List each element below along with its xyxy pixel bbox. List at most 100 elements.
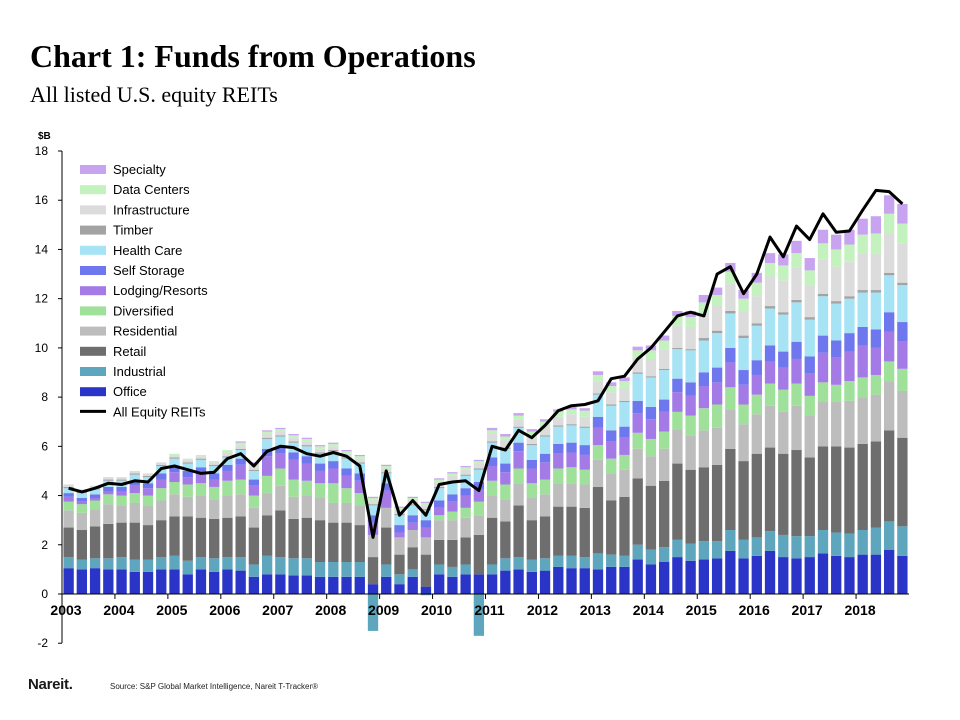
bar-segment-health-care bbox=[513, 427, 524, 443]
bar-segment-lodging-resorts bbox=[63, 496, 74, 502]
bar-segment-health-care bbox=[619, 402, 630, 427]
bar-segment-residential bbox=[341, 502, 352, 523]
bar-segment-data-centers bbox=[473, 461, 485, 464]
bar-segment-industrial bbox=[579, 557, 590, 569]
bar-segment-lodging-resorts bbox=[261, 456, 273, 476]
legend-swatch bbox=[80, 225, 106, 235]
bar-segment-residential bbox=[553, 483, 564, 507]
bar-segment-diversified bbox=[592, 445, 604, 460]
bar-segment-data-centers bbox=[288, 435, 299, 438]
bar-segment-specialty bbox=[447, 472, 458, 474]
bar-segment-office bbox=[738, 558, 749, 594]
bar-segment-office bbox=[500, 570, 511, 594]
bar-segment-specialty bbox=[261, 430, 273, 432]
bar-segment-diversified bbox=[711, 404, 723, 428]
bar-segment-self-storage bbox=[116, 486, 127, 492]
legend-swatch bbox=[80, 205, 106, 215]
bar-segment-industrial bbox=[764, 531, 776, 551]
bar-segment-residential bbox=[897, 390, 908, 438]
bar-segment-self-storage bbox=[275, 446, 286, 454]
bar-segment-lodging-resorts bbox=[473, 489, 485, 502]
bar-segment-diversified bbox=[103, 494, 114, 505]
bar-segment-health-care bbox=[645, 377, 657, 407]
bar-segment-health-care bbox=[500, 448, 511, 464]
bar-segment-residential bbox=[659, 448, 670, 481]
bar-segment-specialty bbox=[314, 445, 326, 447]
bar-segment-data-centers bbox=[817, 243, 829, 260]
legend-label: Retail bbox=[113, 344, 146, 359]
legend-swatch bbox=[80, 346, 106, 356]
bar-segment-residential bbox=[764, 405, 776, 448]
bar-segment-timber bbox=[738, 335, 749, 339]
bar-segment-retail bbox=[711, 464, 723, 542]
bar-segment-diversified bbox=[791, 383, 802, 406]
bar-segment-diversified bbox=[698, 408, 710, 431]
bar-segment-infrastructure bbox=[367, 500, 379, 505]
bar-segment-data-centers bbox=[566, 409, 577, 415]
bar-segment-health-care bbox=[804, 319, 815, 357]
bar-segment-diversified bbox=[817, 382, 829, 403]
bar-segment-self-storage bbox=[314, 463, 326, 471]
bar-segment-diversified bbox=[500, 484, 511, 500]
legend-label: Specialty bbox=[113, 162, 166, 177]
bar-segment-retail bbox=[63, 527, 74, 558]
bar-segment-self-storage bbox=[632, 400, 643, 414]
bar-segment-retail bbox=[685, 469, 696, 544]
bar-segment-health-care bbox=[301, 446, 312, 457]
bar-segment-timber bbox=[156, 464, 167, 467]
bar-segment-health-care bbox=[870, 292, 882, 330]
bar-segment-office bbox=[314, 576, 326, 594]
bar-segment-residential bbox=[606, 473, 617, 501]
bar-segment-infrastructure bbox=[870, 253, 882, 291]
bar-segment-data-centers bbox=[751, 282, 762, 297]
bar-segment-residential bbox=[367, 534, 379, 558]
bar-segment-health-care bbox=[539, 436, 551, 454]
bar-segment-retail bbox=[235, 516, 246, 558]
bar-segment-diversified bbox=[539, 479, 551, 495]
bar-segment-self-storage bbox=[129, 480, 140, 486]
bar-segment-diversified bbox=[883, 361, 895, 382]
bar-segment-retail bbox=[209, 518, 220, 559]
bar-segment-lodging-resorts bbox=[169, 472, 180, 483]
y-tick-label: 16 bbox=[35, 193, 49, 207]
bar-segment-specialty bbox=[619, 377, 630, 382]
bar-segment-diversified bbox=[619, 454, 630, 470]
bar-segment-infrastructure bbox=[791, 267, 802, 300]
bar-segment-timber bbox=[103, 479, 114, 481]
bar-segment-lodging-resorts bbox=[275, 453, 286, 469]
bar-segment-office bbox=[248, 576, 260, 594]
bar-segment-data-centers bbox=[857, 234, 868, 254]
bar-segment-industrial bbox=[407, 569, 418, 577]
bar-segment-timber bbox=[129, 473, 140, 475]
bar-segment-industrial bbox=[685, 543, 696, 561]
bar-segment-health-care bbox=[209, 466, 220, 474]
bar-segment-self-storage bbox=[804, 356, 815, 374]
bar-segment-self-storage bbox=[844, 333, 855, 352]
bar-segment-data-centers bbox=[791, 253, 802, 268]
bar-segment-office bbox=[804, 557, 815, 594]
bar-segment-specialty bbox=[632, 346, 643, 351]
bar-segment-health-care bbox=[817, 296, 829, 336]
bar-segment-diversified bbox=[129, 493, 140, 503]
bar-segment-timber bbox=[460, 474, 471, 476]
bar-segment-industrial bbox=[301, 558, 312, 576]
bar-segment-diversified bbox=[804, 395, 815, 416]
bar-segment-specialty bbox=[844, 229, 855, 245]
bar-segment-health-care bbox=[447, 482, 458, 495]
bar-segment-specialty bbox=[685, 310, 696, 318]
bar-segment-data-centers bbox=[460, 467, 471, 470]
bar-segment-lodging-resorts bbox=[857, 345, 868, 378]
bar-segment-infrastructure bbox=[579, 416, 590, 427]
bar-segment-data-centers bbox=[328, 443, 339, 447]
bar-segment-health-care bbox=[606, 405, 617, 431]
bar-segment-lodging-resorts bbox=[698, 386, 710, 409]
bar-segment-self-storage bbox=[751, 360, 762, 375]
bar-segment-diversified bbox=[63, 501, 74, 511]
bar-segment-office bbox=[526, 571, 537, 594]
bar-segment-diversified bbox=[301, 480, 312, 496]
bar-segment-infrastructure bbox=[698, 313, 710, 339]
bar-segment-retail bbox=[751, 453, 762, 538]
bar-segment-industrial bbox=[129, 559, 140, 572]
bar-segment-residential bbox=[209, 499, 220, 519]
bar-segment-office bbox=[579, 568, 590, 594]
